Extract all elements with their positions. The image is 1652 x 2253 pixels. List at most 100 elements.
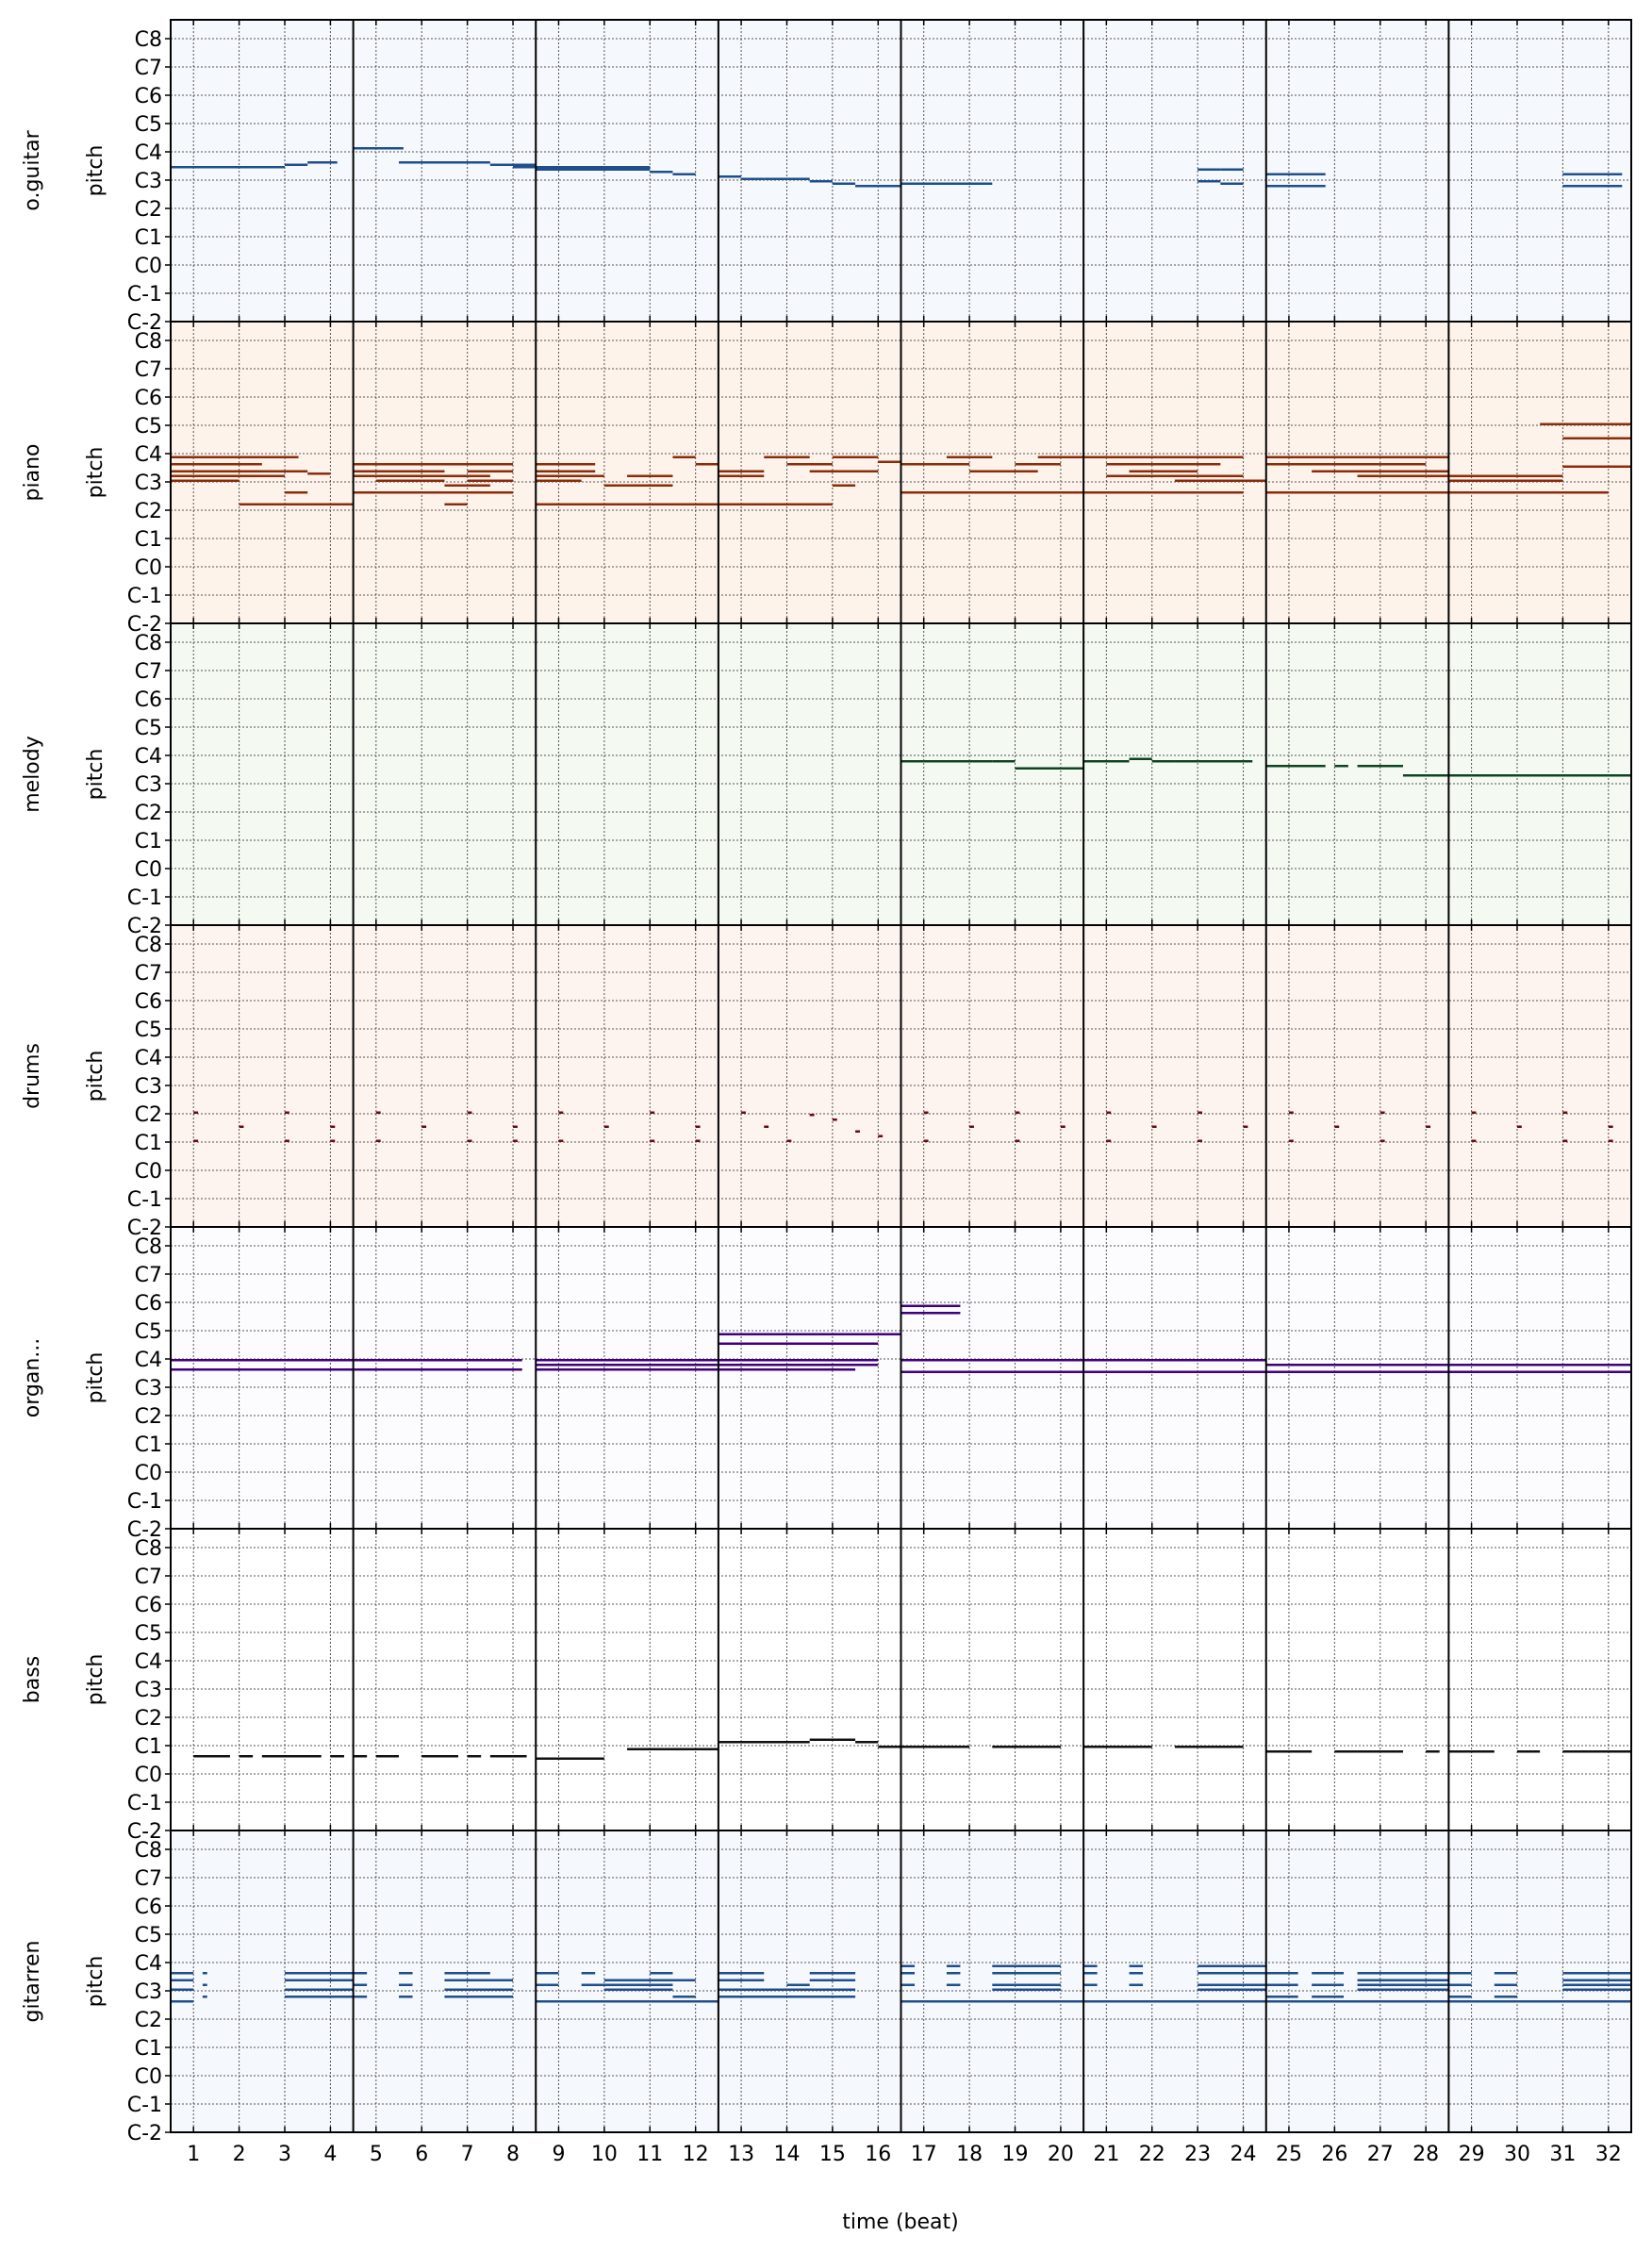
note <box>354 1984 368 1987</box>
x-tick-label: 27 <box>1367 2143 1394 2166</box>
y-axis-title: pitch <box>84 145 107 197</box>
note <box>1130 1984 1144 1987</box>
note <box>399 1984 413 1987</box>
note <box>1083 760 1129 763</box>
note <box>1198 1972 1266 1975</box>
note <box>171 166 285 169</box>
y-tick-label: C8 <box>135 934 162 957</box>
note <box>536 1359 878 1362</box>
y-tick-label: C8 <box>135 1537 162 1561</box>
note <box>376 1755 399 1758</box>
y-tick-label: C8 <box>135 1839 162 1863</box>
note <box>1562 1989 1631 1992</box>
y-tick-label: C6 <box>135 990 162 1014</box>
note <box>1289 1112 1294 1115</box>
note <box>719 1972 764 1975</box>
note <box>1175 1746 1198 1748</box>
note <box>285 1996 354 1998</box>
track-panel-3: C-2 C-1 C0 C1 C2 C3 C4 C5 C6 C7 C8 pitch drums <box>21 925 1631 1240</box>
note <box>719 1996 855 1998</box>
note <box>650 1972 672 1975</box>
note <box>1152 760 1175 763</box>
note <box>696 1140 701 1143</box>
note <box>1562 1984 1631 1987</box>
note <box>171 1972 193 1975</box>
y-tick-label: C4 <box>135 1650 162 1674</box>
note <box>786 1140 791 1143</box>
note <box>901 1965 916 1968</box>
note <box>354 475 490 478</box>
note <box>399 1996 413 1998</box>
note <box>1083 1746 1152 1748</box>
y-tick-label: C7 <box>135 57 162 80</box>
note <box>650 171 672 174</box>
note <box>627 1748 719 1751</box>
note <box>536 1972 558 1975</box>
x-tick-label: 22 <box>1139 2143 1165 2166</box>
note <box>1380 1140 1385 1143</box>
x-tick-label: 25 <box>1276 2143 1302 2166</box>
note <box>285 1980 354 1982</box>
note <box>1448 1984 1471 1987</box>
note <box>833 485 855 488</box>
note <box>536 475 604 478</box>
note <box>1106 475 1243 478</box>
note <box>1106 1140 1111 1143</box>
y-tick-label: C2 <box>135 500 162 523</box>
y-tick-label: C-1 <box>127 886 162 910</box>
y-tick-label: C5 <box>135 1924 162 1947</box>
note <box>307 472 330 475</box>
note <box>536 1758 558 1761</box>
note <box>672 174 695 176</box>
note <box>490 164 536 167</box>
note <box>513 166 536 169</box>
note <box>1266 1984 1298 1987</box>
x-tick-label: 8 <box>506 2143 520 2166</box>
note <box>468 1140 472 1143</box>
note <box>536 1368 855 1371</box>
x-tick-label: 3 <box>278 2143 291 2166</box>
y-tick-label: C5 <box>135 415 162 439</box>
note <box>536 480 581 483</box>
note <box>354 1972 368 1975</box>
note <box>1083 1972 1098 1975</box>
track-name-label: bass <box>21 1656 44 1703</box>
y-tick-label: C6 <box>135 1292 162 1316</box>
note <box>901 1984 916 1987</box>
y-tick-label: C1 <box>135 528 162 552</box>
x-tick-label: 29 <box>1459 2143 1485 2166</box>
note <box>1517 1750 1540 1753</box>
note <box>992 1965 1061 1968</box>
note <box>1244 1126 1248 1129</box>
y-tick-label: C0 <box>135 556 162 580</box>
x-tick-label: 24 <box>1231 2143 1257 2166</box>
y-tick-label: C5 <box>135 717 162 740</box>
note <box>901 463 970 466</box>
note <box>810 1114 815 1117</box>
note <box>992 1989 1061 1992</box>
note <box>444 1996 513 1998</box>
note <box>1130 758 1152 761</box>
note <box>1198 169 1220 172</box>
note <box>992 1972 1061 1975</box>
note <box>764 1126 768 1129</box>
note <box>1562 466 1631 469</box>
y-tick-label: C0 <box>135 2065 162 2089</box>
note <box>1220 183 1243 186</box>
y-tick-label: C-1 <box>127 283 162 306</box>
note <box>285 1140 289 1143</box>
x-tick-label: 18 <box>956 2143 983 2166</box>
note <box>901 1746 970 1748</box>
y-tick-label: C3 <box>135 773 162 797</box>
y-tick-label: C-1 <box>127 1792 162 1815</box>
x-tick-label: 15 <box>819 2143 846 2166</box>
y-tick-label: C1 <box>135 830 162 853</box>
x-tick-label: 19 <box>1002 2143 1029 2166</box>
track-name-label: melody <box>21 736 44 813</box>
note <box>444 485 489 488</box>
note <box>1358 1984 1449 1987</box>
note <box>558 1140 563 1143</box>
note <box>171 471 307 473</box>
track-panel-4: C-2C-1C0C1C2C3C4C5C6C7C8pitchorgan... <box>21 1227 1631 1542</box>
x-tick-label: 28 <box>1412 2143 1439 2166</box>
